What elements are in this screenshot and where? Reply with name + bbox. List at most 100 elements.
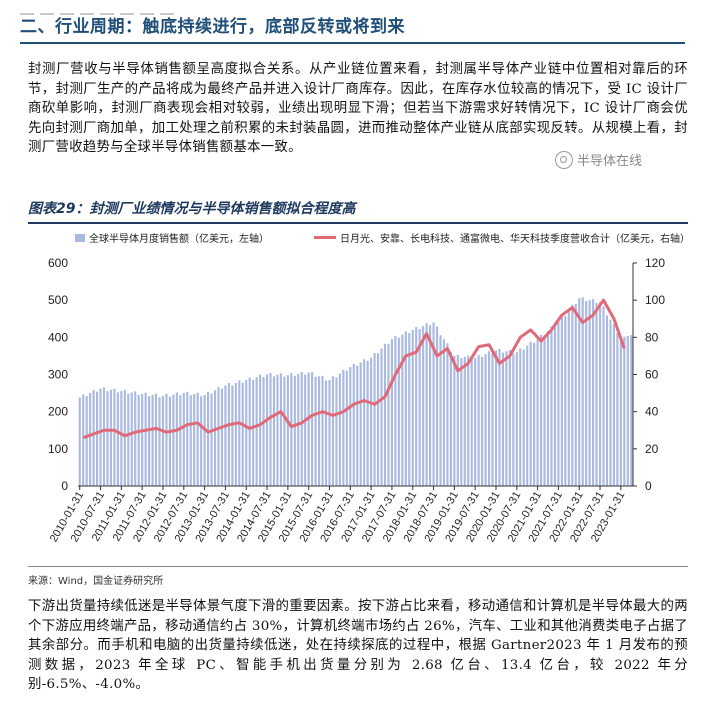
bar-mark — [571, 304, 574, 486]
figure-title-rule — [28, 222, 688, 224]
bar-mark — [359, 362, 362, 486]
bar-mark — [137, 395, 140, 486]
bar-mark — [82, 394, 85, 486]
bar-mark — [429, 325, 432, 486]
dual-axis-chart: 01002003004005006000204060801001202010-0… — [48, 256, 666, 544]
bar-mark — [352, 363, 355, 486]
body-paragraph: 下游出货量持续低迷是半导体景气度下滑的重要因素。按下游占比来看，移动通信和计算机… — [28, 599, 688, 692]
bar-mark — [304, 374, 307, 486]
bar-mark — [220, 388, 224, 486]
bar-mark — [515, 352, 518, 486]
bar-mark — [182, 393, 185, 486]
bar-mark — [415, 327, 418, 486]
bar-mark — [283, 376, 286, 486]
bar-mark — [592, 299, 595, 486]
bar-mark — [224, 385, 227, 486]
bar-mark — [134, 391, 137, 486]
bar-mark — [408, 333, 411, 486]
bar-mark — [269, 373, 272, 486]
bar-mark — [373, 353, 376, 486]
right-tick-label: 120 — [645, 256, 665, 270]
bar-mark — [481, 356, 484, 486]
bar-mark — [467, 355, 470, 486]
bar-mark — [460, 358, 463, 486]
bar-mark — [324, 380, 328, 486]
legend-label-bars: 全球半导体月度销售额（亿美元，左轴） — [89, 234, 269, 245]
bar-mark — [338, 373, 341, 486]
bar-mark — [141, 393, 144, 486]
bar-mark — [550, 326, 553, 486]
bar-mark — [505, 351, 508, 486]
bar-mark — [512, 353, 515, 486]
bar-mark — [533, 342, 536, 486]
bar-mark — [626, 335, 629, 486]
bar-mark — [231, 385, 234, 486]
bar-mark — [102, 387, 106, 486]
bar-mark — [567, 310, 570, 486]
bar-mark — [487, 351, 491, 486]
bar-mark — [529, 341, 532, 486]
bar-mark — [89, 393, 92, 486]
bar-mark — [526, 345, 529, 486]
bar-mark — [203, 394, 206, 486]
bar-mark — [252, 379, 255, 486]
left-tick-label: 600 — [48, 256, 68, 270]
bar-mark — [286, 375, 289, 486]
right-tick-label: 100 — [645, 293, 665, 307]
bar-mark — [439, 335, 442, 486]
bar-mark — [498, 349, 501, 486]
bar-mark — [262, 377, 265, 486]
bar-mark — [536, 339, 539, 486]
bar-mark — [588, 300, 591, 486]
bar-mark — [449, 351, 452, 486]
bar-mark — [491, 353, 494, 486]
bar-mark — [581, 297, 584, 486]
bar-mark — [85, 396, 88, 486]
bar-mark — [470, 359, 473, 486]
right-tick-label: 0 — [645, 479, 652, 493]
bar-mark — [425, 323, 428, 486]
bar-mark — [234, 382, 237, 486]
bar-mark — [272, 376, 276, 486]
right-tick-label: 60 — [645, 368, 659, 382]
bar-mark — [612, 323, 615, 486]
bar-mark — [508, 349, 511, 486]
bar-mark — [345, 370, 348, 486]
watermark-text: 半导体在线 — [577, 154, 643, 169]
bar-mark — [321, 375, 324, 486]
bar-mark — [376, 353, 380, 486]
bar-mark — [342, 369, 345, 486]
bar-mark — [623, 336, 626, 486]
bar-mark — [335, 377, 338, 486]
bar-mark — [463, 356, 466, 486]
bar-mark — [151, 394, 154, 486]
bar-mark — [248, 377, 251, 486]
bar-mark — [213, 390, 217, 486]
bar-mark — [387, 343, 390, 486]
legend-swatch-bar — [75, 233, 85, 242]
bar-mark — [422, 326, 425, 486]
bar-mark — [453, 355, 456, 486]
bar-mark — [366, 360, 369, 486]
bar-mark — [598, 302, 602, 486]
bar-mark — [200, 396, 203, 486]
bar-mark — [602, 306, 605, 486]
left-tick-label: 400 — [48, 330, 68, 344]
bar-mark — [144, 392, 147, 486]
bar-mark — [179, 395, 182, 486]
bar-mark — [501, 352, 504, 486]
bar-mark — [578, 298, 581, 486]
bar-mark — [99, 388, 102, 486]
bar-mark — [331, 376, 335, 486]
bar-mark — [276, 374, 279, 486]
bar-mark — [404, 331, 407, 486]
source-rule — [28, 566, 688, 567]
bar-mark — [328, 380, 331, 486]
legend-label-line: 日月光、安靠、长电科技、通富微电、华天科技季度营收合计（亿美元，右轴） — [340, 234, 690, 245]
bar-mark — [186, 391, 189, 486]
section-divider — [20, 42, 685, 44]
right-tick-label: 40 — [645, 405, 659, 419]
bar-mark — [553, 326, 557, 486]
bar-mark — [290, 373, 293, 486]
bar-mark — [154, 393, 158, 486]
